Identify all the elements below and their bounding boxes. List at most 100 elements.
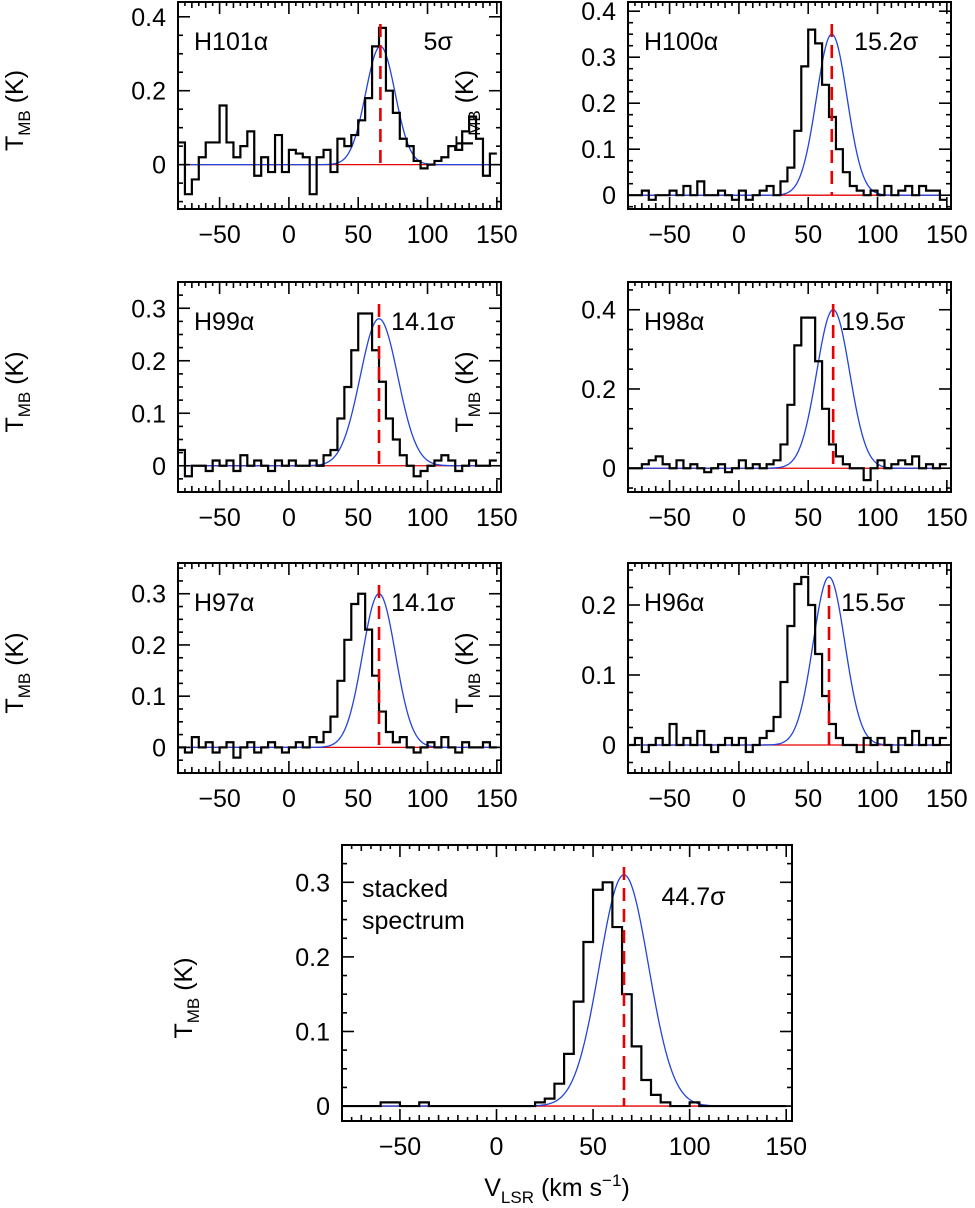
x-tick-label: −50 [198,221,240,249]
y-axis-title: TMB​ (K) [1,351,34,432]
panel-title: H96α [644,589,704,617]
panel-title: spectrum [362,907,465,935]
plot-frame [177,562,502,774]
significance-label: 15.5σ [841,589,906,617]
x-axis-title: VLSR​ (km s−1​) [484,1171,630,1207]
x-tick-label: 0 [490,1133,504,1161]
spectrum-histogram [178,592,497,759]
x-tick-label: 150 [476,221,518,249]
y-tick-label: 0 [602,182,616,210]
x-tick-label: 50 [344,504,372,532]
plot-area [178,304,501,478]
x-tick-label: −50 [648,785,690,813]
y-tick-label: 0 [602,455,616,483]
y-tick-label: 0.4 [581,297,616,325]
plot-area [628,575,951,754]
panel-title: H101α [194,28,268,56]
plot-frame [627,1,952,210]
plot-frame [177,1,502,210]
y-axis-title: TMB​ (K) [1,632,34,713]
x-tick-label: 100 [669,1133,711,1161]
plot-frame [627,281,952,493]
gaussian-fit-line [178,45,501,166]
x-tick-label: 150 [476,504,518,532]
panel-title: H100α [644,28,718,56]
panel-h97a: −50 0 50 100 150 0 0.1 0.2 0.3 H97α 14.1σ TMB​ (K) [1,562,518,813]
spectrum-histogram [628,28,947,201]
gaussian-fit-line [178,318,501,467]
y-tick-label: 0 [152,152,166,180]
y-axis-title: TMB​ (K) [170,957,203,1038]
spectrum-histogram [628,316,947,482]
y-tick-label: 0.2 [581,592,616,620]
x-tick-label: 150 [926,221,968,249]
x-tick-label: 100 [407,504,449,532]
x-tick-label: −50 [648,504,690,532]
plot-area [628,24,951,201]
x-tick-label: 50 [579,1133,607,1161]
x-tick-label: 50 [344,785,372,813]
panel-stacked-spectrum: −50 0 50 100 150 0 0.1 0.2 0.3 stacked spectrum 44.… [170,844,807,1207]
gaussian-fit-line [628,309,951,469]
x-tick-label: 0 [732,785,746,813]
plot-frame [627,562,952,774]
significance-label: 19.5σ [841,308,906,336]
y-tick-label: 0.1 [295,1018,330,1046]
gaussian-fit-line [628,33,951,196]
x-tick-label: 50 [794,221,822,249]
y-tick-label: 0.3 [581,44,616,72]
y-tick-label: 0.2 [131,348,166,376]
y-tick-label: 0.1 [581,136,616,164]
y-tick-label: 0.2 [581,376,616,404]
y-axis-title: TMB​ (K) [451,632,484,713]
x-tick-label: 0 [282,504,296,532]
x-tick-label: 150 [926,504,968,532]
y-tick-label: 0.4 [581,0,616,26]
x-tick-label: 0 [732,504,746,532]
panel-h98a: −50 0 50 100 150 0 0.2 0.4 H98α 19.5σ TMB​ (K) [451,281,968,532]
panel-h99a: −50 0 50 100 150 0 0.1 0.2 0.3 H99α 14.1σ TMB​ (K) [1,281,518,532]
x-tick-label: 150 [765,1133,807,1161]
panel-h100a: −50 0 50 100 150 0 0.1 0.2 0.3 0.4 H100α 15.2σ TMB​ … [451,0,968,249]
y-tick-label: 0.2 [295,944,330,972]
y-tick-label: 0.2 [131,632,166,660]
y-tick-label: 0.2 [131,78,166,106]
significance-label: 14.1σ [391,589,456,617]
panel-h101a: −50 0 50 100 150 0 0.2 0.4 H101α 5σ TMB​ (K) [1,1,518,249]
y-axis-title: TMB​ (K) [451,351,484,432]
y-tick-label: 0.4 [131,4,166,32]
x-tick-label: 100 [407,221,449,249]
x-tick-label: 100 [857,785,899,813]
x-tick-label: −50 [379,1133,421,1161]
y-tick-label: 0.3 [295,869,330,897]
significance-label: 14.1σ [391,308,456,336]
spectrum-histogram [178,312,497,478]
spectrum-histogram [178,26,497,196]
significance-label: 15.2σ [854,28,919,56]
plot-area [342,867,792,1108]
plot-frame [341,844,793,1122]
x-tick-label: −50 [648,221,690,249]
y-axis-title: TMB​ (K) [451,70,484,151]
panel-title: H98α [644,308,704,336]
y-tick-label: 0.3 [131,581,166,609]
gaussian-fit-line [178,593,501,749]
panel-title: stacked [362,875,448,903]
y-axis-title: TMB​ (K) [1,70,34,151]
x-tick-label: 50 [344,221,372,249]
y-tick-label: 0 [152,453,166,481]
y-tick-label: 0.1 [131,400,166,428]
y-tick-label: 0.1 [131,683,166,711]
y-tick-label: 0 [152,734,166,762]
plot-area [628,304,951,482]
y-tick-label: 0.2 [581,90,616,118]
x-tick-label: 50 [794,785,822,813]
y-tick-label: 0 [316,1093,330,1121]
x-tick-label: 100 [857,221,899,249]
y-tick-label: 0.1 [581,662,616,690]
y-tick-label: 0.3 [131,295,166,323]
x-tick-label: 150 [926,785,968,813]
x-tick-label: −50 [198,785,240,813]
x-tick-label: 0 [732,221,746,249]
